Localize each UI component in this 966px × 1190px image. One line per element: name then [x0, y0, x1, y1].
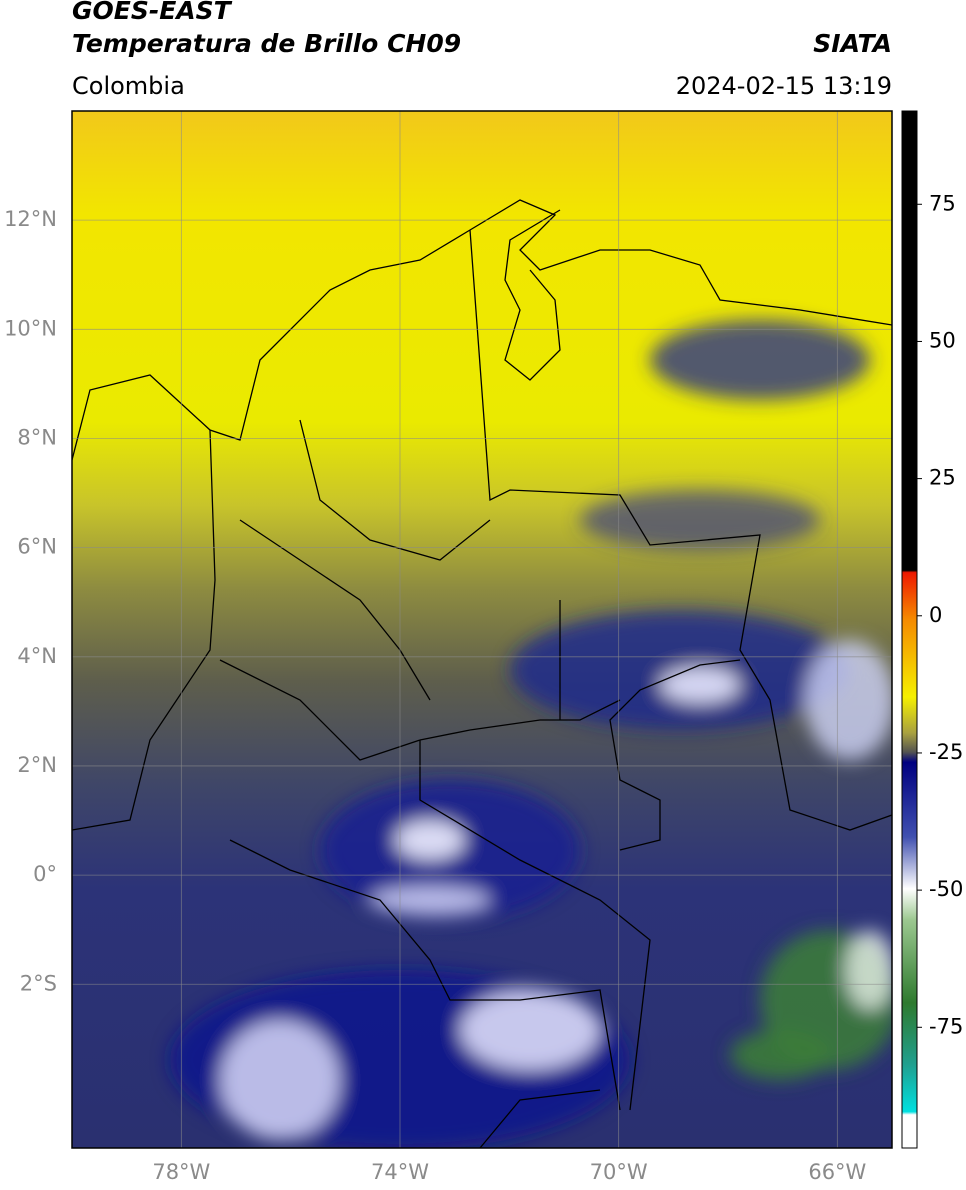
- y-tick-label: 4°N: [17, 644, 57, 668]
- timestamp: 2024-02-15 13:19: [676, 72, 892, 100]
- cloud: [220, 1020, 340, 1140]
- x-tick-label: 78°W: [152, 1160, 210, 1184]
- border: [299, 419, 491, 561]
- cloud: [805, 640, 892, 760]
- cloud: [460, 990, 600, 1070]
- colorbar-tick-label: 50: [929, 328, 956, 352]
- cloud: [650, 320, 870, 400]
- border: [609, 659, 741, 851]
- border: [479, 1089, 601, 1148]
- graticule: [72, 111, 892, 1148]
- border: [419, 740, 651, 1111]
- border: [239, 519, 431, 701]
- cloud: [660, 667, 740, 703]
- border: [419, 699, 621, 741]
- cloud: [395, 820, 465, 860]
- coastline: [504, 209, 561, 381]
- y-tick-label: 10°N: [4, 316, 57, 340]
- y-tick-label: 8°N: [17, 425, 57, 449]
- border: [219, 659, 421, 761]
- subtitle: Temperatura de Brillo CH09: [72, 29, 461, 58]
- colorbar-tick-label: 25: [929, 466, 956, 490]
- x-tick-label: 74°W: [371, 1160, 429, 1184]
- map-frame: [71, 110, 893, 1149]
- region: Colombia: [72, 72, 185, 100]
- y-tick-label: 6°N: [17, 535, 57, 559]
- x-tick-label: 66°W: [808, 1160, 866, 1184]
- y-tick-label: 12°N: [4, 207, 57, 231]
- colorbar-tick-label: -25: [929, 740, 963, 764]
- y-tick-label: 2°N: [17, 753, 57, 777]
- y-tick-label: 0°: [33, 862, 57, 886]
- colorbar-tick-label: 75: [929, 191, 956, 215]
- coastline: [72, 429, 216, 831]
- cloud: [730, 1030, 830, 1080]
- x-tick-label: 70°W: [590, 1160, 648, 1184]
- imagery: [72, 111, 892, 1148]
- colorbar-tick-label: 0: [929, 603, 942, 627]
- y-tick-label: 2°S: [20, 971, 57, 995]
- colorbar-tick-label: -75: [929, 1014, 963, 1038]
- title: GOES-EAST: [72, 0, 233, 25]
- colorbar-tick-label: -50: [929, 877, 963, 901]
- source: SIATA: [813, 29, 892, 58]
- colorbar-frame: [901, 110, 918, 1149]
- coastline: [72, 199, 892, 461]
- border: [469, 229, 892, 831]
- colorbar: [902, 111, 917, 1148]
- cloud: [845, 930, 892, 1010]
